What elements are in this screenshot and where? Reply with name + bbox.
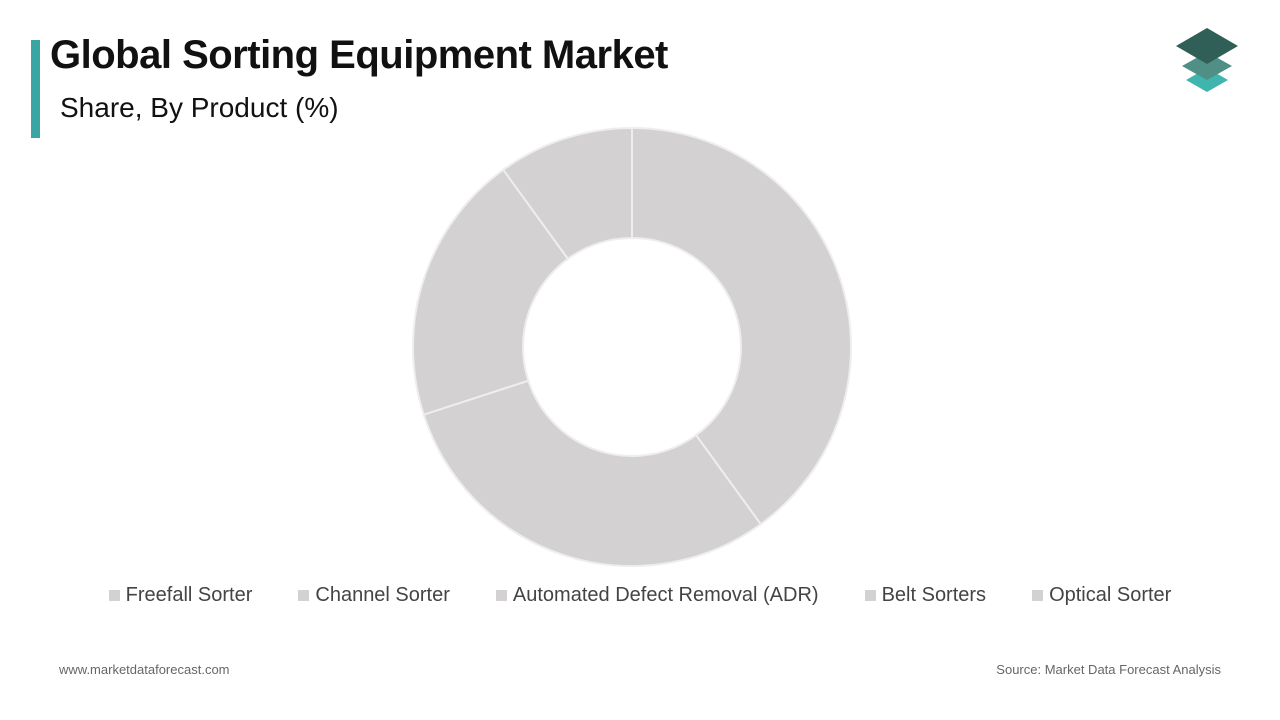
page-title: Global Sorting Equipment Market xyxy=(50,33,668,77)
legend-item: Channel Sorter xyxy=(298,584,450,607)
page-subtitle: Share, By Product (%) xyxy=(60,92,339,123)
donut-chart xyxy=(412,126,852,567)
legend-label: Automated Defect Removal (ADR) xyxy=(512,583,819,606)
legend-item: Belt Sorters xyxy=(864,583,987,607)
legend-swatch xyxy=(298,589,310,601)
chart-legend: Freefall Sorter Channel Sorter Automated D… xyxy=(0,578,1280,612)
legend-label: Belt Sorters xyxy=(881,583,987,606)
title-accent-bar xyxy=(31,40,40,138)
legend-item: Optical Sorter xyxy=(1032,584,1171,607)
legend-swatch xyxy=(495,589,507,601)
footer-website: www.marketdataforecast.com xyxy=(59,662,230,677)
donut-slice-automated-defect-removal-adr xyxy=(412,168,570,416)
legend-swatch xyxy=(864,589,876,601)
donut-slice-channel-sorter xyxy=(422,379,763,567)
legend-label: Freefall Sorter xyxy=(125,583,253,606)
footer-source: Source: Market Data Forecast Analysis xyxy=(996,662,1221,677)
legend-item: Automated Defect Removal (ADR) xyxy=(495,583,819,607)
donut-slice-freefall-sorter xyxy=(631,126,852,526)
legend-swatch xyxy=(1032,589,1044,601)
legend-label: Channel Sorter xyxy=(315,583,450,606)
donut-slice-belt-sorters xyxy=(501,126,633,261)
legend-swatch xyxy=(108,589,120,601)
stacked-layers-icon xyxy=(1176,28,1238,92)
legend-item: Freefall Sorter xyxy=(108,583,253,607)
legend-label: Optical Sorter xyxy=(1049,583,1172,606)
